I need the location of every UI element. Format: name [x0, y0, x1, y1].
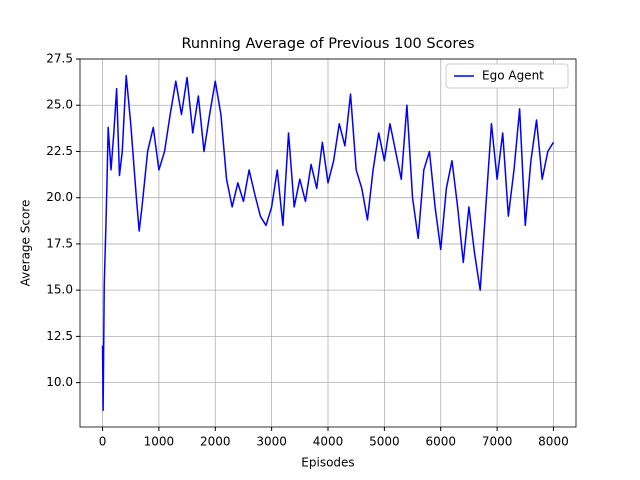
chart-title: Running Average of Previous 100 Scores	[181, 36, 474, 52]
x-tick-label: 0	[99, 435, 107, 449]
y-tick-label: 17.5	[46, 236, 73, 250]
x-axis-label: Episodes	[301, 456, 354, 470]
plot-frame	[79, 58, 577, 428]
x-tick-label: 5000	[369, 435, 400, 449]
x-tick-label: 2000	[200, 435, 231, 449]
x-tick-label: 1000	[144, 435, 175, 449]
x-tick-label: 4000	[313, 435, 344, 449]
y-tick-label: 10.0	[46, 375, 73, 389]
y-tick-label: 25.0	[46, 98, 73, 112]
x-tick-label: 8000	[538, 435, 569, 449]
x-tick-label: 7000	[482, 435, 513, 449]
x-tick-label: 3000	[256, 435, 287, 449]
y-tick-label: 27.5	[46, 52, 73, 66]
x-tick-label: 6000	[425, 435, 456, 449]
legend-label: Ego Agent	[482, 69, 544, 83]
legend-box	[445, 63, 569, 89]
y-tick-label: 20.0	[46, 190, 73, 204]
y-tick-label: 15.0	[46, 283, 73, 297]
y-tick-label: 22.5	[46, 144, 73, 158]
y-axis-label: Average Score	[19, 200, 33, 287]
y-tick-label: 12.5	[46, 329, 73, 343]
data-line	[101, 74, 555, 412]
